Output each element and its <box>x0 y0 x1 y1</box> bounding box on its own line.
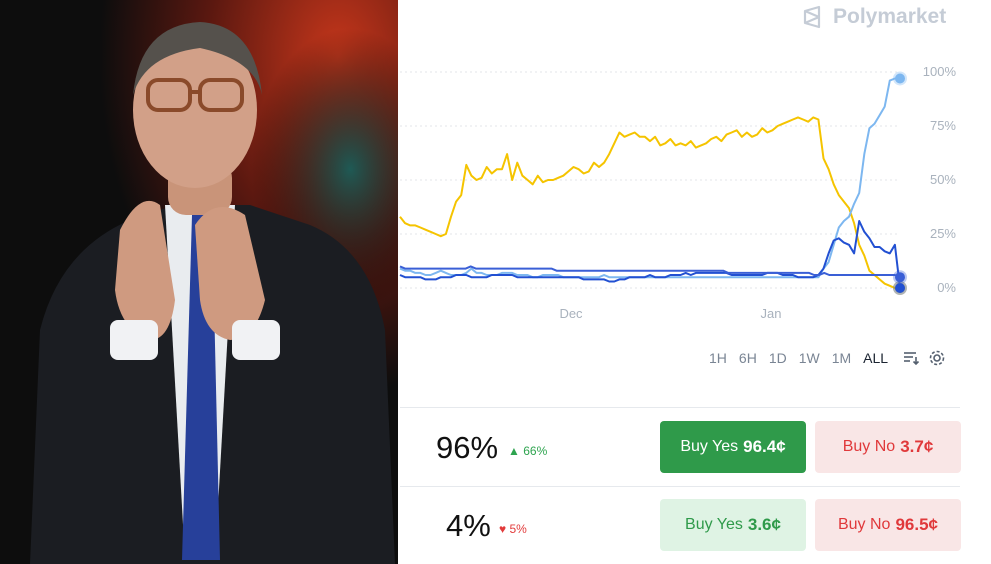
chart-series <box>399 77 901 289</box>
time-range-selector: 1H 6H 1D 1W 1M ALL <box>703 349 946 367</box>
chart-endpoints <box>893 71 907 295</box>
x-tick-label: Dec <box>559 306 583 321</box>
gear-icon[interactable] <box>928 349 946 367</box>
y-tick-label: 50% <box>930 172 956 187</box>
buy-yes-price: 96.4¢ <box>743 437 786 456</box>
range-6h[interactable]: 6H <box>738 350 757 366</box>
series-line-3 <box>399 265 901 279</box>
buy-yes-label: Buy Yes <box>685 516 743 533</box>
range-all[interactable]: ALL <box>863 350 889 366</box>
series-line-1 <box>399 77 900 279</box>
buy-no-label: Buy No <box>837 516 891 533</box>
list-filter-icon[interactable] <box>902 349 920 367</box>
divider <box>400 407 960 408</box>
buy-yes-label: Buy Yes <box>680 438 739 455</box>
chart-gridlines <box>400 71 900 289</box>
change-value: 66% <box>523 444 548 458</box>
brand: Polymarket <box>801 5 946 29</box>
series-endpoint-1 <box>893 71 907 86</box>
buy-no-price: 96.5¢ <box>895 515 938 534</box>
outcome-percent: 96% <box>436 430 499 465</box>
y-tick-label: 100% <box>923 64 957 79</box>
y-tick-label: 25% <box>930 226 956 241</box>
divider <box>400 486 960 487</box>
series-endpoint-3 <box>893 270 907 285</box>
outcome-percent: 4% <box>446 508 491 543</box>
buy-no-button[interactable]: Buy No 96.5¢ <box>815 499 961 551</box>
range-1m[interactable]: 1M <box>831 350 852 366</box>
x-axis-labels: Dec Jan <box>559 306 781 321</box>
range-1w[interactable]: 1W <box>798 350 820 366</box>
buy-yes-button[interactable]: Buy Yes 96.4¢ <box>660 421 806 473</box>
buy-yes-button[interactable]: Buy Yes 3.6¢ <box>660 499 806 551</box>
y-axis-labels: 100% 75% 50% 25% 0% <box>923 64 957 295</box>
y-tick-label: 75% <box>930 118 956 133</box>
brand-name: Polymarket <box>833 5 947 28</box>
x-tick-label: Jan <box>761 306 782 321</box>
outcome-change: ♥ 5% <box>499 522 527 536</box>
outcome-row: 96% ▲ 66% Buy Yes 96.4¢ Buy No 3.7¢ <box>398 412 991 482</box>
series-line-0 <box>399 116 900 289</box>
series-endpoint-2 <box>893 281 907 295</box>
speaker-photo <box>0 0 398 564</box>
polymarket-logo-icon <box>803 5 821 29</box>
y-tick-label: 0% <box>937 280 956 295</box>
range-1d[interactable]: 1D <box>768 350 787 366</box>
buy-no-price: 3.7¢ <box>900 437 934 456</box>
range-1h[interactable]: 1H <box>709 350 727 366</box>
buy-no-label: Buy No <box>842 438 896 455</box>
change-value: 5% <box>509 522 527 536</box>
outcome-row: 4% ♥ 5% Buy Yes 3.6¢ Buy No 96.5¢ <box>398 490 991 560</box>
buy-yes-price: 3.6¢ <box>747 515 781 534</box>
price-history-chart: 100% 75% 50% 25% 0% Dec Jan <box>399 64 957 321</box>
buy-no-button[interactable]: Buy No 3.7¢ <box>815 421 961 473</box>
outcome-change: ▲ 66% <box>508 444 548 458</box>
